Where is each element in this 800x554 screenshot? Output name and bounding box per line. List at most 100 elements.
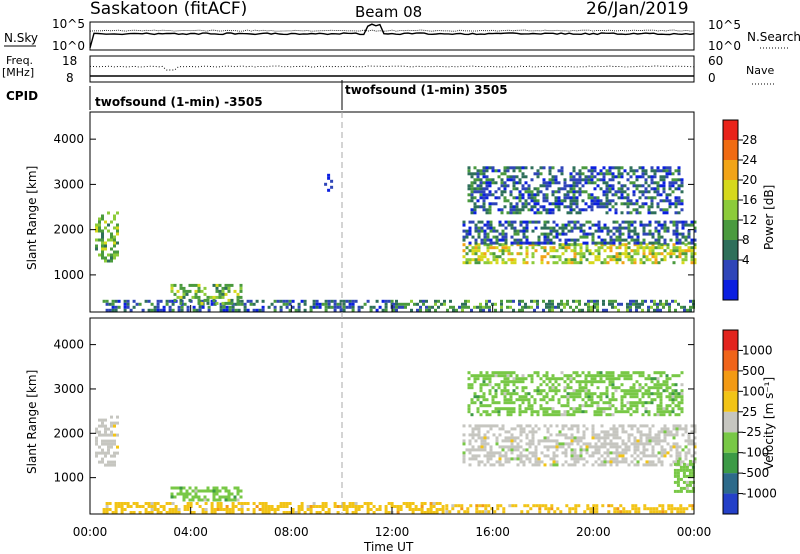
heatmap-cell (600, 463, 604, 467)
heatmap-cell (372, 511, 376, 514)
heatmap-cell (681, 226, 685, 230)
heatmap-cell (578, 172, 582, 176)
heatmap-cell (485, 178, 489, 182)
heatmap-cell (108, 502, 112, 505)
heatmap-cell (693, 430, 697, 434)
heatmap-cell (582, 223, 586, 227)
heatmap-cell (111, 308, 115, 312)
heatmap-cell (534, 454, 538, 458)
heatmap-cell (488, 392, 492, 396)
heatmap-cell (645, 442, 649, 446)
heatmap-cell (618, 436, 622, 440)
nsky-tick-bottom: 10^0 (52, 39, 85, 53)
heatmap-cell (668, 172, 672, 176)
heatmap-cell (507, 439, 511, 443)
heatmap-cell (491, 169, 495, 173)
colorbar-swatch (723, 220, 738, 240)
heatmap-cell (153, 508, 157, 511)
heatmap-cell (548, 172, 552, 176)
heatmap-cell (506, 299, 509, 303)
heatmap-cell (587, 371, 591, 375)
heatmap-cell (569, 178, 573, 182)
heatmap-cell (236, 489, 240, 493)
heatmap-cell (545, 199, 549, 203)
heatmap-cell (680, 383, 684, 387)
heatmap-cell (503, 377, 507, 381)
heatmap-cell (585, 427, 589, 431)
heatmap-cell (636, 235, 640, 239)
heatmap-cell (476, 205, 480, 209)
heatmap-cell (117, 305, 121, 309)
heatmap-cell (524, 386, 528, 390)
heatmap-cell (530, 208, 534, 212)
heatmap-cell (473, 380, 477, 384)
heatmap-cell (513, 229, 517, 233)
heatmap-cell (677, 401, 681, 405)
heatmap-cell (684, 252, 688, 256)
heatmap-cell (569, 392, 573, 396)
heatmap-cell (521, 166, 525, 170)
heatmap-cell (602, 380, 606, 384)
heatmap-cell (113, 241, 116, 245)
heatmap-cell (276, 508, 280, 511)
heatmap-cell (555, 445, 559, 449)
heatmap-cell (567, 223, 571, 227)
heatmap-cell (480, 439, 484, 443)
heatmap-cell (512, 380, 516, 384)
heatmap-cell (519, 252, 523, 256)
heatmap-cell (191, 283, 195, 287)
heatmap-cell (113, 433, 116, 437)
heatmap-cell (482, 380, 486, 384)
heatmap-cell (521, 377, 525, 381)
power-heatmap (95, 166, 697, 312)
heatmap-cell (592, 504, 596, 508)
heatmap-cell (639, 436, 643, 440)
heatmap-cell (618, 243, 622, 247)
nsky-tick-top: 10^5 (52, 17, 85, 31)
heatmap-cell (594, 436, 598, 440)
heatmap-cell (449, 299, 452, 303)
heatmap-cell (489, 463, 493, 467)
x-tick-label: 08:00 (274, 525, 309, 539)
heatmap-cell (662, 175, 666, 179)
heatmap-cell (566, 395, 570, 399)
heatmap-cell (648, 246, 652, 250)
heatmap-cell (481, 504, 485, 508)
heatmap-cell (429, 505, 433, 508)
heatmap-cell (524, 305, 527, 309)
heatmap-cell (273, 308, 277, 312)
heatmap-cell (659, 199, 663, 203)
heatmap-cell (573, 249, 577, 253)
heatmap-cell (500, 181, 504, 185)
heatmap-cell (200, 301, 204, 305)
heatmap-cell (177, 308, 181, 312)
heatmap-cell (512, 299, 515, 303)
heatmap-cell (684, 243, 688, 247)
heatmap-cell (479, 413, 483, 417)
heatmap-cell (618, 451, 622, 455)
heatmap-cell (605, 413, 609, 417)
heatmap-cell (197, 283, 201, 287)
heatmap-cell (501, 439, 505, 443)
heatmap-cell (514, 504, 518, 508)
heatmap-cell (579, 454, 583, 458)
colorbar-swatch (723, 330, 738, 351)
heatmap-cell (492, 252, 496, 256)
heatmap-cell (634, 504, 638, 508)
heatmap-cell (605, 386, 609, 390)
heatmap-cell (671, 407, 675, 411)
heatmap-cell (578, 383, 582, 387)
heatmap-cell (668, 166, 672, 170)
heatmap-cell (674, 395, 678, 399)
heatmap-cell (653, 187, 657, 191)
heatmap-cell (665, 374, 669, 378)
heatmap-cell (631, 507, 635, 511)
heatmap-cell (597, 439, 601, 443)
heatmap-cell (590, 398, 594, 402)
heatmap-cell (677, 172, 681, 176)
heatmap-cell (609, 439, 613, 443)
heatmap-cell (512, 205, 516, 209)
heatmap-cell (227, 498, 231, 502)
heatmap-cell (549, 249, 553, 253)
